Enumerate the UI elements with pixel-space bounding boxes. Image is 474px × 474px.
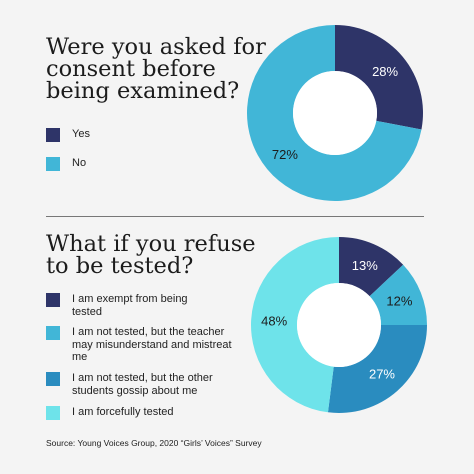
- refusal-value-label-2: 12%: [386, 294, 412, 309]
- legend-swatch: [46, 326, 60, 340]
- legend-label: I am not tested, but the teacher may mis…: [72, 326, 232, 363]
- question-1-title: Were you asked for consent before being …: [46, 34, 266, 104]
- legend-label: No: [72, 157, 87, 169]
- legend-swatch: [46, 406, 60, 420]
- consent-donut-chart: 28% 72%: [247, 25, 423, 201]
- refusal-center-hole: [297, 283, 381, 367]
- consent-value-label-1: 28%: [372, 64, 398, 79]
- legend-swatch: [46, 128, 60, 142]
- legend-label: I am exempt from being tested: [72, 293, 188, 318]
- section-divider: [46, 216, 424, 217]
- legend-swatch: [46, 372, 60, 386]
- legend-label: Yes: [72, 128, 90, 140]
- refusal-donut-chart: 13% 12% 27% 48%: [250, 237, 427, 413]
- refusal-value-label-1: 13%: [352, 258, 378, 273]
- refusal-slice-3: [327, 325, 427, 413]
- source-note: Source: Young Voices Group, 2020 “Girls’…: [46, 438, 262, 448]
- refusal-value-label-4: 48%: [261, 313, 287, 328]
- refusal-slice-4: [250, 237, 339, 413]
- legend-swatch: [46, 293, 60, 307]
- refusal-slice-2: [369, 264, 427, 325]
- refusal-value-label-3: 27%: [369, 366, 395, 381]
- legend-label: I am not tested, but the other students …: [72, 372, 213, 397]
- consent-value-label-2: 72%: [272, 147, 298, 162]
- consent-slice-2: [247, 25, 422, 201]
- question-2-title: What if you refuse to be tested?: [46, 231, 256, 279]
- legend-swatch: [46, 157, 60, 171]
- consent-slice-1: [335, 25, 423, 130]
- consent-center-hole: [293, 71, 377, 155]
- legend-label: I am forcefully tested: [72, 406, 174, 418]
- refusal-slice-1: [339, 237, 404, 297]
